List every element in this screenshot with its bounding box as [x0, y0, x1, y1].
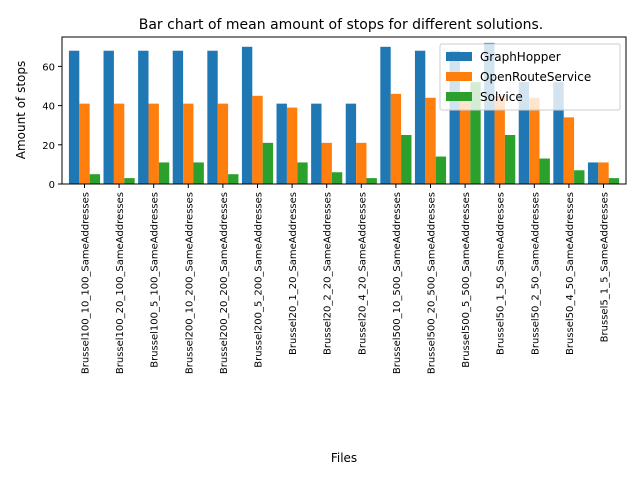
bar-solvice-10 [435, 156, 447, 184]
bar-openrouteservice-5 [252, 95, 263, 184]
bar-openrouteservice-10 [425, 97, 436, 184]
bar-graphhopper-9 [380, 46, 391, 184]
x-tick-label: Brussel200_20_200_SameAddresses [219, 192, 230, 374]
bar-solvice-8 [366, 178, 377, 184]
x-tick-label: Brussel50_1_50_SameAddresses [496, 192, 507, 355]
bar-solvice-11 [470, 82, 481, 184]
x-tick-label: Brussel5_1_5_SameAddresses [600, 192, 611, 342]
x-axis-label: Files [331, 451, 357, 465]
x-tick-label: Brussel50_2_50_SameAddresses [530, 192, 541, 355]
bar-graphhopper-8 [345, 103, 357, 184]
bar-openrouteservice-9 [390, 93, 402, 184]
x-tick-label: Brussel20_4_20_SameAddresses [357, 192, 368, 355]
x-tick-label: Brussel20_2_20_SameAddresses [323, 192, 334, 355]
bar-solvice-1 [124, 178, 135, 184]
axes-layer: 0 20 40 60 Brussel100_10_100_SameAddresses Br… [42, 36, 627, 374]
legend-label-openrouteservice: OpenRouteService [480, 70, 591, 84]
bar-openrouteservice-12 [494, 95, 505, 184]
bar-openrouteservice-15 [598, 162, 609, 184]
bar-graphhopper-4 [207, 50, 218, 184]
bar-graphhopper-3 [172, 50, 184, 184]
bar-graphhopper-13 [518, 82, 530, 184]
bar-graphhopper-0 [68, 50, 80, 184]
bar-solvice-12 [504, 135, 516, 184]
bar-openrouteservice-3 [183, 103, 194, 184]
y-tick-label: 40 [42, 102, 55, 113]
plot-frame [61, 36, 627, 185]
legend-label-solvice: Solvice [480, 90, 523, 104]
legend: GraphHopper OpenRouteService Solvice [439, 43, 621, 111]
bar-openrouteservice-2 [148, 103, 159, 184]
bar-solvice-13 [539, 158, 550, 184]
x-tick-label: Brussel100_10_100_SameAddresses [80, 192, 91, 374]
bar-graphhopper-7 [311, 103, 322, 184]
bar-solvice-9 [401, 135, 412, 184]
bar-solvice-15 [608, 178, 620, 184]
bar-graphhopper-10 [414, 50, 426, 184]
x-tick-label: Brussel100_20_100_SameAddresses [115, 192, 126, 374]
bar-graphhopper-12 [484, 42, 495, 184]
bar-openrouteservice-6 [286, 107, 298, 184]
y-axis-label: Amount of stops [14, 61, 28, 160]
x-tick-label: Brussel100_5_100_SameAddresses [150, 192, 161, 368]
y-tick-label: 0 [49, 180, 55, 191]
legend-swatch-solvice [446, 92, 472, 101]
bars-layer [68, 42, 620, 184]
x-tick-label: Brussel20_1_20_SameAddresses [288, 192, 299, 355]
bar-solvice-7 [331, 172, 343, 184]
chart-title: Bar chart of mean amount of stops for di… [139, 17, 544, 33]
legend-swatch-openrouteservice [446, 72, 472, 81]
x-tick-label: Brussel200_5_200_SameAddresses [253, 192, 264, 368]
bar-graphhopper-15 [587, 162, 599, 184]
bar-solvice-5 [262, 142, 274, 184]
x-tick-label: Brussel500_20_500_SameAddresses [427, 192, 438, 374]
bar-openrouteservice-0 [79, 103, 90, 184]
bar-graphhopper-5 [241, 46, 253, 184]
bar-solvice-6 [297, 162, 308, 184]
legend-swatch-graphhopper [446, 52, 472, 61]
bar-openrouteservice-8 [356, 142, 367, 184]
y-tick-label: 60 [42, 62, 55, 73]
bar-openrouteservice-13 [529, 97, 540, 184]
bar-solvice-14 [574, 170, 585, 184]
y-tick-label: 20 [42, 141, 55, 152]
bar-solvice-0 [89, 174, 101, 184]
bar-graphhopper-11 [449, 50, 460, 184]
bar-solvice-4 [228, 174, 239, 184]
legend-box [439, 43, 621, 111]
x-tick-label: Brussel50_4_50_SameAddresses [565, 192, 576, 355]
bar-openrouteservice-11 [459, 97, 471, 184]
bar-graphhopper-6 [276, 103, 287, 184]
bar-openrouteservice-1 [113, 103, 125, 184]
legend-label-graphhopper: GraphHopper [480, 50, 561, 64]
bar-openrouteservice-7 [321, 142, 332, 184]
bar-solvice-2 [158, 162, 170, 184]
bar-openrouteservice-4 [217, 103, 229, 184]
bar-openrouteservice-14 [563, 117, 575, 184]
bar-graphhopper-2 [138, 50, 149, 184]
bar-solvice-3 [193, 162, 204, 184]
x-tick-label: Brussel500_5_500_SameAddresses [461, 192, 472, 368]
bar-graphhopper-14 [553, 82, 564, 184]
bar-graphhopper-1 [103, 50, 114, 184]
x-tick-label: Brussel200_10_200_SameAddresses [184, 192, 195, 374]
x-tick-label: Brussel500_10_500_SameAddresses [392, 192, 403, 374]
